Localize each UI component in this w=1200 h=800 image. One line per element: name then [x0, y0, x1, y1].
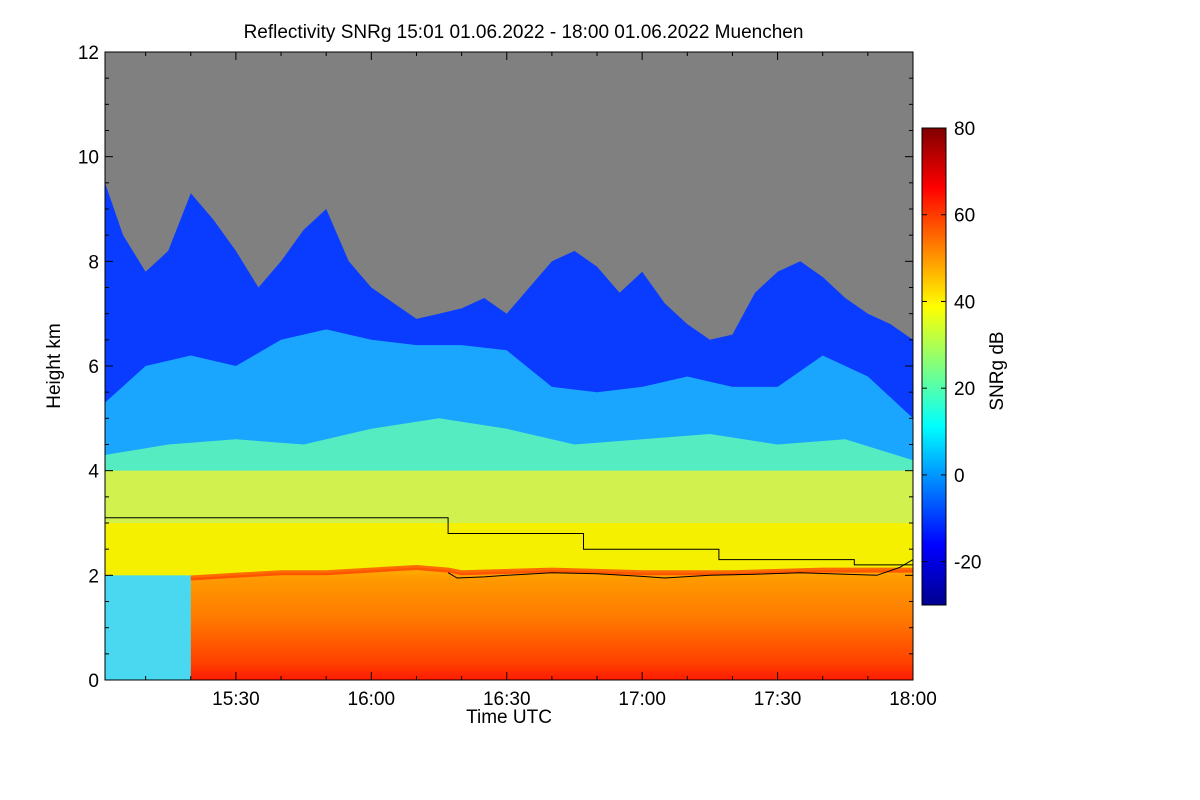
cb-tick-label-2: 20 [954, 379, 975, 400]
cb-tick-label-0: -20 [954, 553, 981, 574]
cb-tick-label-3: 40 [954, 292, 975, 313]
x-axis-label: Time UTC [466, 707, 552, 728]
colorbar [921, 127, 947, 606]
cb-tick-label-4: 60 [954, 206, 975, 227]
y-tick-label-3: 6 [88, 357, 99, 378]
y-tick-label-2: 4 [88, 462, 99, 483]
x-tick-label-4: 17:30 [754, 689, 802, 710]
y-tick-label-4: 8 [88, 252, 99, 273]
colorbar-label: SNRg dB [987, 331, 1008, 411]
precursor-region [105, 575, 191, 680]
y-tick-label-1: 2 [88, 566, 99, 587]
bright-band [190, 564, 913, 581]
y-tick-label-6: 12 [78, 43, 99, 64]
overlay-lines [105, 517, 913, 579]
x-tick-label-3: 17:00 [618, 689, 666, 710]
x-tick-label-2: 16:30 [483, 689, 531, 710]
x-tick-label-1: 16:00 [348, 689, 396, 710]
rain-cell [190, 567, 913, 680]
y-tick-label-0: 0 [88, 671, 99, 692]
series-line-1 [447, 559, 913, 579]
cb-tick-label-5: 80 [954, 119, 975, 140]
cb-tick-label-1: 0 [954, 466, 965, 487]
colorbar-ticks: -20 0 20 40 60 80 [922, 119, 981, 574]
axes: 15:30 16:00 16:30 17:00 17:30 18:00 0 2 4 6 8 10 12 [78, 43, 937, 710]
y-tick-label-5: 10 [78, 148, 99, 169]
x-tick-label-5: 18:00 [889, 689, 937, 710]
series-line-0 [105, 517, 913, 566]
chart-title: Reflectivity SNRg 15:01 01.06.2022 - 18:… [243, 22, 804, 43]
reflectivity-field [105, 52, 913, 680]
x-tick-label-0: 15:30 [212, 689, 260, 710]
y-axis-label: Height km [44, 323, 65, 409]
